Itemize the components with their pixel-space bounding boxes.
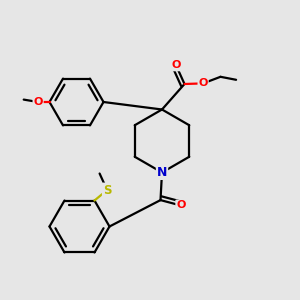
Text: O: O — [198, 78, 208, 88]
Text: N: N — [157, 166, 167, 179]
Text: S: S — [103, 184, 111, 196]
Text: O: O — [33, 97, 43, 107]
Text: O: O — [176, 200, 186, 211]
Text: O: O — [171, 60, 181, 70]
